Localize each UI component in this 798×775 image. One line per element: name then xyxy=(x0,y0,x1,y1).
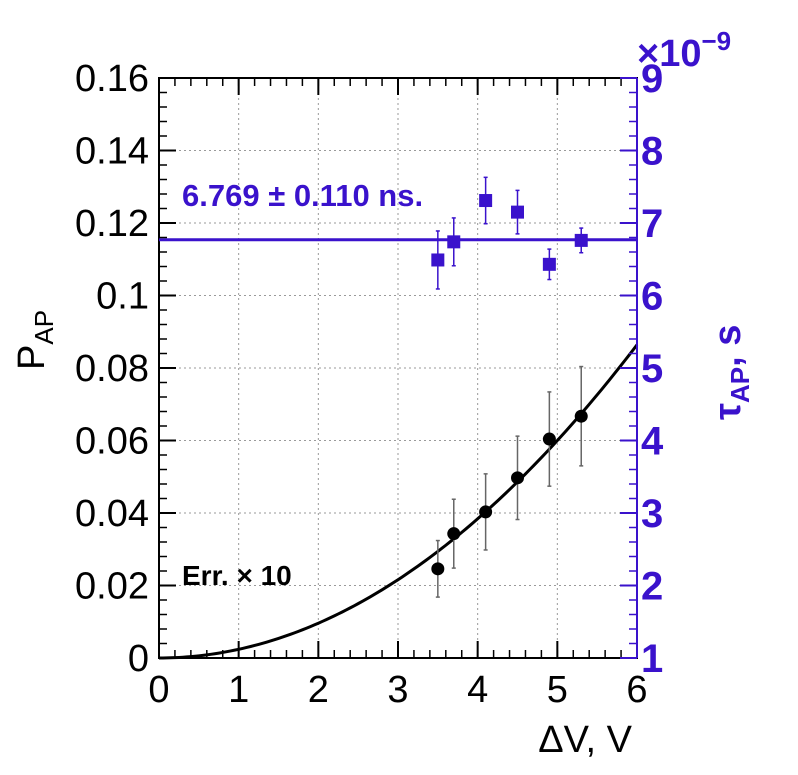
x-tick-label: 0 xyxy=(148,669,169,711)
y-left-tick-label: 0.04 xyxy=(75,493,149,535)
error-scale-annotation: Err. × 10 xyxy=(182,560,292,591)
y-axis-label-right-rest: , s xyxy=(707,325,749,367)
y-left-tick-label: 0.08 xyxy=(75,348,149,390)
y-right-tick-label: 6 xyxy=(641,275,663,319)
data-point-square xyxy=(447,235,461,249)
y-right-tick-label: 8 xyxy=(641,130,663,174)
data-point-square xyxy=(511,205,524,219)
y-left-tick-label: 0.12 xyxy=(75,203,149,245)
x-tick-label: 5 xyxy=(547,669,568,711)
data-point-square xyxy=(431,253,445,267)
x-tick-label: 2 xyxy=(308,669,329,711)
y-right-tick-label: 7 xyxy=(641,202,663,246)
y-axis-label-left-main: P xyxy=(11,345,53,370)
y-right-tick-label: 2 xyxy=(641,565,663,609)
y-axis-label-left-sub: AP xyxy=(29,310,59,345)
data-point-circle xyxy=(431,562,445,576)
y-axis-label-left: PAP xyxy=(11,310,59,370)
data-point-square xyxy=(542,257,556,271)
right-axis-exponent: ×10−9 xyxy=(637,26,731,75)
y-right-tick-label: 1 xyxy=(641,637,663,681)
y-right-tick-label: 3 xyxy=(641,492,663,536)
y-left-tick-label: 0.06 xyxy=(75,421,149,463)
right-axis-exponent-power: −9 xyxy=(701,26,731,56)
y-axis-label-right: τAP, s xyxy=(707,325,755,420)
data-point-circle xyxy=(542,432,556,446)
y-left-tick-label: 0.16 xyxy=(75,58,149,100)
y-right-tick-label: 4 xyxy=(641,420,664,464)
data-point-circle xyxy=(574,409,588,423)
data-point-square xyxy=(574,233,588,247)
y-left-tick-label: 0.02 xyxy=(75,566,149,608)
tick-labels: 0 1 2 3 4 5 6 0 0.02 0.04 0.06 0.08 0.1 0.12 0.14 0.16 1… xyxy=(75,57,664,711)
fit-curve-left xyxy=(158,343,639,660)
y-right-tick-label: 5 xyxy=(641,347,663,391)
y-left-tick-label: 0.1 xyxy=(96,276,149,318)
y-left-tick-label: 0 xyxy=(128,638,149,680)
right-axis-exponent-base: ×10 xyxy=(637,33,701,75)
fit-curve-path xyxy=(158,343,639,660)
axis-ticks xyxy=(158,77,638,659)
grid-lines xyxy=(159,78,637,658)
fit-value-annotation: 6.769 ± 0.110 ns. xyxy=(182,178,423,213)
y-left-tick-label: 0.14 xyxy=(75,131,149,173)
data-series xyxy=(431,176,588,598)
x-axis-label: ΔV, V xyxy=(538,719,632,761)
data-point-circle xyxy=(447,527,461,541)
x-tick-label: 1 xyxy=(228,669,249,711)
x-tick-label: 4 xyxy=(467,669,488,711)
x-tick-label: 3 xyxy=(387,669,408,711)
data-point-square xyxy=(479,194,493,208)
data-point-circle xyxy=(511,471,524,485)
data-point-circle xyxy=(479,505,493,519)
x-tick-label: 6 xyxy=(626,669,647,711)
y-axis-label-right-main: τ xyxy=(707,403,749,420)
y-right-tick-label: 9 xyxy=(641,57,663,101)
y-axis-label-right-sub: AP xyxy=(725,367,755,403)
